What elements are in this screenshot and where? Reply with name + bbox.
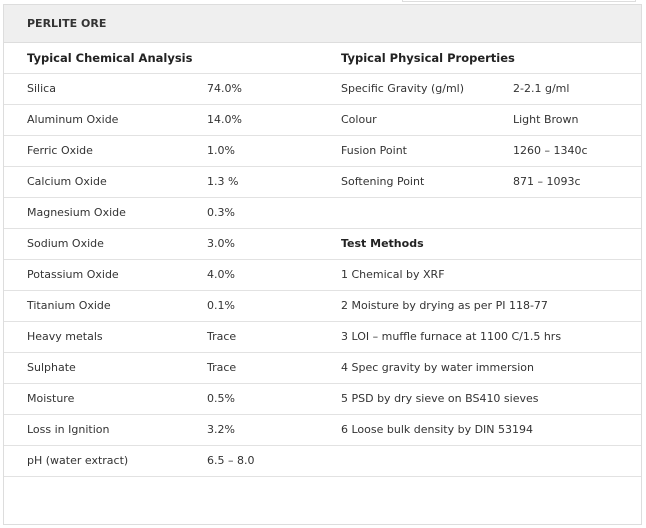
section-heading: Typical Chemical Analysis: [4, 43, 341, 74]
analysis-name: pH (water extract): [4, 445, 207, 477]
property-value: 871 – 1093c: [513, 166, 642, 198]
analysis-name: Magnesium Oxide: [4, 197, 207, 229]
analysis-value: 74.0%: [207, 73, 341, 105]
analysis-value: 4.0%: [207, 259, 341, 291]
table-row: pH (water extract) 6.5 – 8.0: [4, 445, 642, 477]
methods-heading: Test Methods: [341, 228, 642, 260]
analysis-name: Calcium Oxide: [4, 166, 207, 198]
table-row: Loss in Ignition 3.2% 6 Loose bulk density…: [4, 414, 642, 446]
table-row: Magnesium Oxide 0.3%: [4, 197, 642, 229]
analysis-name: Titanium Oxide: [4, 290, 207, 322]
section-heading: Typical Physical Properties: [341, 43, 642, 74]
analysis-value: 0.5%: [207, 383, 341, 415]
test-method: 6 Loose bulk density by DIN 53194: [341, 414, 642, 446]
analysis-value: 1.3 %: [207, 166, 341, 198]
panel: PERLITE ORE Typical Chemical Analysis Typ…: [3, 4, 642, 525]
table-row: Sulphate Trace 4 Spec gravity by water imm…: [4, 352, 642, 384]
analysis-name: Heavy metals: [4, 321, 207, 353]
table-row: Moisture 0.5% 5 PSD by dry sieve on BS410 …: [4, 383, 642, 415]
table-row: Sodium Oxide 3.0% Test Methods: [4, 228, 642, 260]
analysis-name: Loss in Ignition: [4, 414, 207, 446]
table-row: Aluminum Oxide 14.0% Colour Light Brown: [4, 104, 642, 136]
property-value: 2-2.1 g/ml: [513, 73, 642, 105]
table-row: Silica 74.0% Specific Gravity (g/ml) 2-2.1 …: [4, 73, 642, 105]
properties-table: Typical Chemical Analysis Typical Physica…: [4, 43, 642, 477]
table-row: Ferric Oxide 1.0% Fusion Point 1260 – 1340c: [4, 135, 642, 167]
test-method: 3 LOI – muffle furnace at 1100 C/1.5 hrs: [341, 321, 642, 353]
table-heading-row: Typical Chemical Analysis Typical Physica…: [4, 43, 642, 74]
empty-cell: [341, 197, 642, 229]
test-method: 5 PSD by dry sieve on BS410 sieves: [341, 383, 642, 415]
analysis-name: Aluminum Oxide: [4, 104, 207, 136]
table-row: Potassium Oxide 4.0% 1 Chemical by XRF: [4, 259, 642, 291]
analysis-name: Potassium Oxide: [4, 259, 207, 291]
analysis-value: 1.0%: [207, 135, 341, 167]
table-row: Titanium Oxide 0.1% 2 Moisture by drying a…: [4, 290, 642, 322]
analysis-name: Silica: [4, 73, 207, 105]
analysis-value: 3.0%: [207, 228, 341, 260]
test-method: 2 Moisture by drying as per PI 118-77: [341, 290, 642, 322]
table-row: Calcium Oxide 1.3 % Softening Point 871 – 1…: [4, 166, 642, 198]
table-row: Heavy metals Trace 3 LOI – muffle furnace …: [4, 321, 642, 353]
analysis-value: 14.0%: [207, 104, 341, 136]
property-name: Specific Gravity (g/ml): [341, 73, 513, 105]
property-name: Softening Point: [341, 166, 513, 198]
analysis-value: Trace: [207, 352, 341, 384]
property-name: Colour: [341, 104, 513, 136]
property-name: Fusion Point: [341, 135, 513, 167]
empty-cell: [341, 445, 642, 477]
analysis-name: Sodium Oxide: [4, 228, 207, 260]
property-value: Light Brown: [513, 104, 642, 136]
analysis-name: Moisture: [4, 383, 207, 415]
test-method: 4 Spec gravity by water immersion: [341, 352, 642, 384]
analysis-value: Trace: [207, 321, 341, 353]
analysis-value: 6.5 – 8.0: [207, 445, 341, 477]
property-value: 1260 – 1340c: [513, 135, 642, 167]
analysis-name: Ferric Oxide: [4, 135, 207, 167]
analysis-value: 0.1%: [207, 290, 341, 322]
analysis-value: 0.3%: [207, 197, 341, 229]
analysis-value: 3.2%: [207, 414, 341, 446]
top-widget-edge: [402, 0, 636, 2]
test-method: 1 Chemical by XRF: [341, 259, 642, 291]
analysis-name: Sulphate: [4, 352, 207, 384]
panel-title: PERLITE ORE: [4, 5, 641, 43]
